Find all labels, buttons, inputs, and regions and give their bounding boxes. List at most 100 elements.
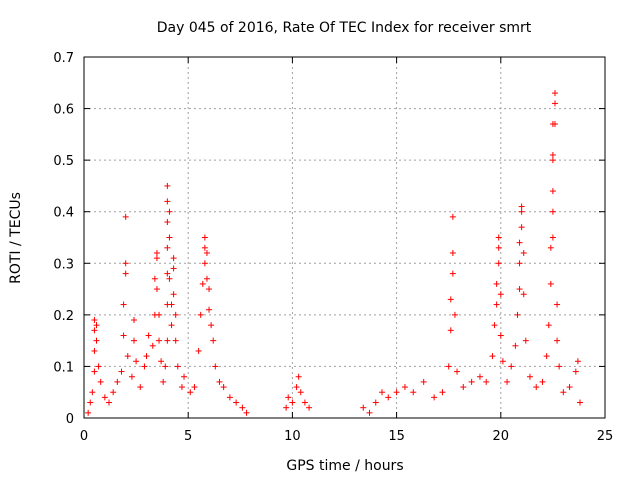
roti-point	[243, 409, 250, 416]
roti-point	[85, 409, 92, 416]
chart-title: Day 045 of 2016, Rate Of TEC Index for r…	[157, 20, 532, 36]
roti-point	[574, 358, 581, 365]
roti-point	[301, 399, 308, 406]
data-points	[85, 90, 583, 416]
roti-point	[539, 378, 546, 385]
roti-point	[133, 358, 140, 365]
roti-point	[549, 234, 556, 241]
roti-point	[439, 389, 446, 396]
roti-point	[460, 384, 467, 391]
roti-point	[128, 373, 135, 380]
roti-point	[106, 399, 113, 406]
roti-point	[178, 384, 185, 391]
roti-point	[216, 378, 223, 385]
roti-point	[87, 399, 94, 406]
roti-point	[153, 286, 160, 293]
roti-point	[170, 255, 177, 262]
roti-point	[95, 363, 102, 370]
roti-point	[549, 188, 556, 195]
roti-point	[131, 317, 138, 324]
roti-point	[420, 378, 427, 385]
roti-point	[181, 373, 188, 380]
roti-point	[239, 404, 246, 411]
roti-point	[295, 373, 302, 380]
roti-point	[164, 337, 171, 344]
roti-point	[454, 368, 461, 375]
roti-point	[164, 182, 171, 189]
roti-point	[153, 249, 160, 256]
roti-point	[201, 234, 208, 241]
roti-point	[551, 90, 558, 97]
roti-point	[497, 332, 504, 339]
roti-point	[114, 378, 121, 385]
roti-point	[170, 291, 177, 298]
roti-point	[233, 399, 240, 406]
roti-point	[164, 244, 171, 251]
roti-point	[543, 353, 550, 360]
roti-point	[118, 368, 125, 375]
roti-point	[124, 353, 131, 360]
roti-point	[206, 306, 213, 313]
roti-point	[520, 291, 527, 298]
roti-point	[101, 394, 108, 401]
y-axis-label: ROTI / TECUs	[8, 192, 24, 284]
roti-point	[203, 275, 210, 282]
roti-point	[145, 332, 152, 339]
roti-point	[549, 208, 556, 215]
roti-point	[518, 203, 525, 210]
roti-point	[166, 234, 173, 241]
roti-point	[174, 363, 181, 370]
roti-point	[208, 322, 215, 329]
roti-point	[576, 399, 583, 406]
roti-point	[379, 389, 386, 396]
roti-point	[289, 399, 296, 406]
plot-frame	[83, 56, 606, 419]
roti-point	[297, 389, 304, 396]
roti-point	[187, 389, 194, 396]
roti-point	[393, 389, 400, 396]
roti-point	[495, 244, 502, 251]
roti-point	[493, 301, 500, 308]
roti-point	[195, 347, 202, 354]
roti-point	[149, 342, 156, 349]
roti-point	[164, 270, 171, 277]
roti-point	[449, 270, 456, 277]
roti-point	[206, 286, 213, 293]
roti-point	[493, 280, 500, 287]
x-tick-label: 5	[184, 429, 192, 444]
roti-point	[549, 151, 556, 158]
roti-point	[497, 291, 504, 298]
roti-point	[547, 244, 554, 251]
roti-point	[372, 399, 379, 406]
roti-point	[545, 322, 552, 329]
roti-point	[162, 363, 169, 370]
y-tick-label: 0.6	[53, 103, 74, 118]
roti-point	[449, 213, 456, 220]
roti-point	[151, 275, 158, 282]
roti-point	[137, 384, 144, 391]
roti-point	[120, 301, 127, 308]
roti-point	[495, 260, 502, 267]
roti-point	[199, 280, 206, 287]
roti-point	[551, 100, 558, 107]
roti-point	[166, 208, 173, 215]
roti-point	[97, 378, 104, 385]
roti-point	[489, 353, 496, 360]
x-tick-label: 15	[388, 429, 405, 444]
roti-point	[468, 378, 475, 385]
roti-point	[504, 378, 511, 385]
roti-point	[120, 332, 127, 339]
roti-point	[226, 394, 233, 401]
roti-point	[512, 342, 519, 349]
roti-point	[306, 404, 313, 411]
roti-point	[483, 378, 490, 385]
roti-point	[172, 337, 179, 344]
roti-point	[554, 301, 561, 308]
roti-point	[203, 249, 210, 256]
roti-point	[168, 322, 175, 329]
roti-point	[91, 317, 98, 324]
roti-point	[366, 409, 373, 416]
roti-point	[410, 389, 417, 396]
